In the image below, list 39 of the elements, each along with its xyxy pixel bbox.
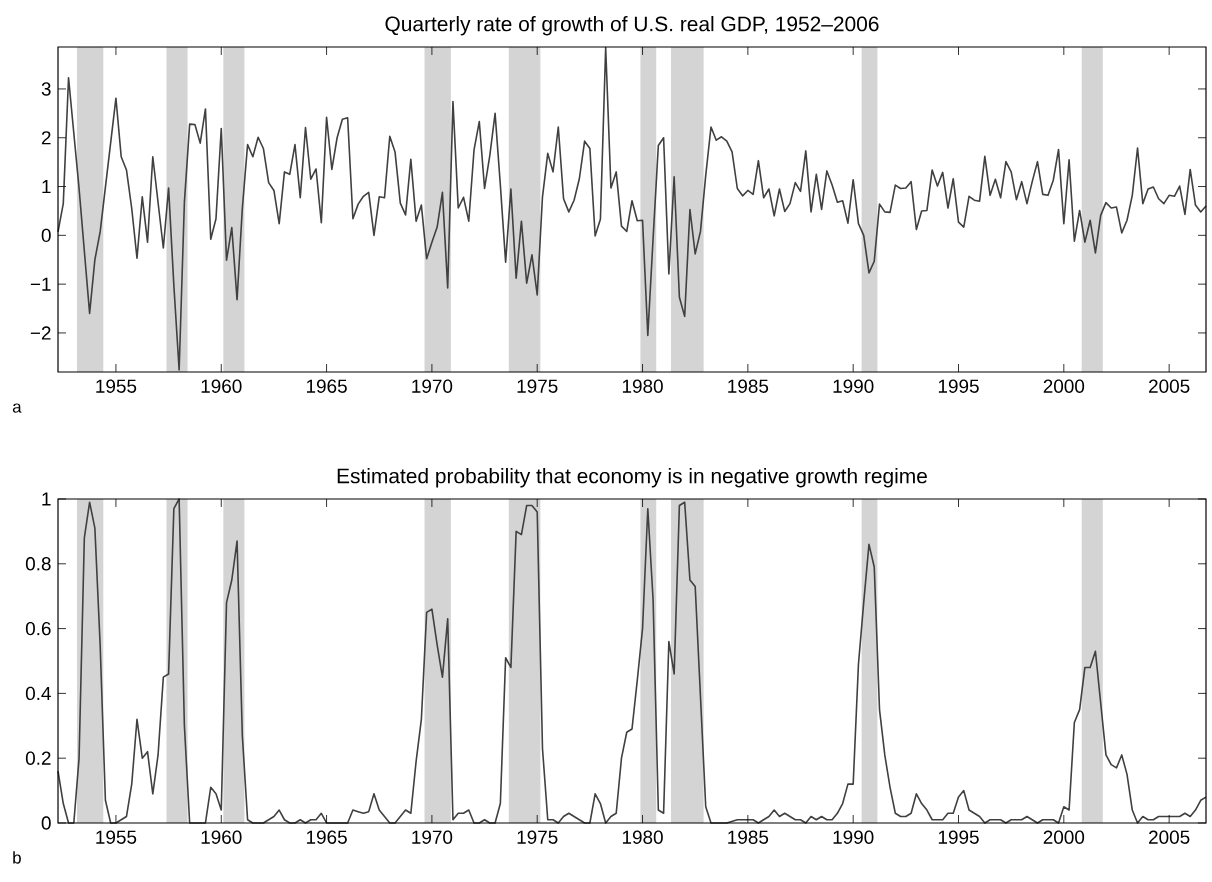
x-tick-label: 1960 bbox=[201, 379, 242, 393]
y-tick-label: 0.2 bbox=[25, 751, 51, 765]
x-tick-label: 2005 bbox=[1149, 830, 1190, 844]
y-tick-label: 0 bbox=[41, 228, 51, 243]
x-tick-label: 1990 bbox=[833, 830, 874, 844]
y-tick-label: 0.4 bbox=[25, 686, 51, 701]
x-tick-label: 2000 bbox=[1043, 830, 1085, 844]
y-tick-label: 0.6 bbox=[25, 621, 51, 636]
x-tick-label: 1970 bbox=[412, 830, 453, 844]
x-tick-label: 1980 bbox=[622, 379, 663, 393]
chart-title: Estimated probability that economy is in negative growth regime bbox=[337, 467, 927, 488]
x-tick-label: 1995 bbox=[938, 379, 979, 393]
x-tick-label: 1970 bbox=[412, 379, 453, 393]
x-tick-label: 1975 bbox=[517, 830, 558, 844]
y-tick-label: 1 bbox=[42, 492, 51, 506]
x-tick-label: 1975 bbox=[517, 379, 558, 393]
y-tick-label: −1 bbox=[30, 277, 51, 291]
y-tick-label: 0.8 bbox=[25, 557, 51, 571]
line-series bbox=[57, 46, 1207, 371]
x-tick-label: 1955 bbox=[96, 379, 137, 393]
chart-title: Quarterly rate of growth of U.S. real GDP, 1952–2006 bbox=[385, 15, 879, 36]
x-tick-label: 2000 bbox=[1043, 379, 1085, 393]
x-tick-label: 1955 bbox=[96, 830, 137, 844]
y-tick-label: 2 bbox=[41, 131, 51, 145]
text: b bbox=[13, 851, 21, 864]
y-tick-label: 0 bbox=[41, 816, 51, 830]
x-tick-label: 1985 bbox=[728, 379, 769, 393]
x-tick-label: 1995 bbox=[938, 830, 979, 844]
x-tick-label: 1965 bbox=[306, 830, 347, 844]
y-tick-label: 1 bbox=[42, 180, 51, 194]
x-tick-label: 1980 bbox=[622, 830, 663, 844]
x-tick-label: 1965 bbox=[306, 379, 347, 393]
y-tick-label: 3 bbox=[41, 82, 51, 96]
x-tick-label: 1985 bbox=[728, 830, 769, 844]
x-tick-label: 1960 bbox=[201, 830, 242, 844]
y-tick-label: −2 bbox=[30, 326, 51, 340]
x-tick-label: 1990 bbox=[833, 379, 874, 393]
x-tick-label: 2005 bbox=[1149, 379, 1190, 393]
text: a bbox=[12, 403, 22, 413]
